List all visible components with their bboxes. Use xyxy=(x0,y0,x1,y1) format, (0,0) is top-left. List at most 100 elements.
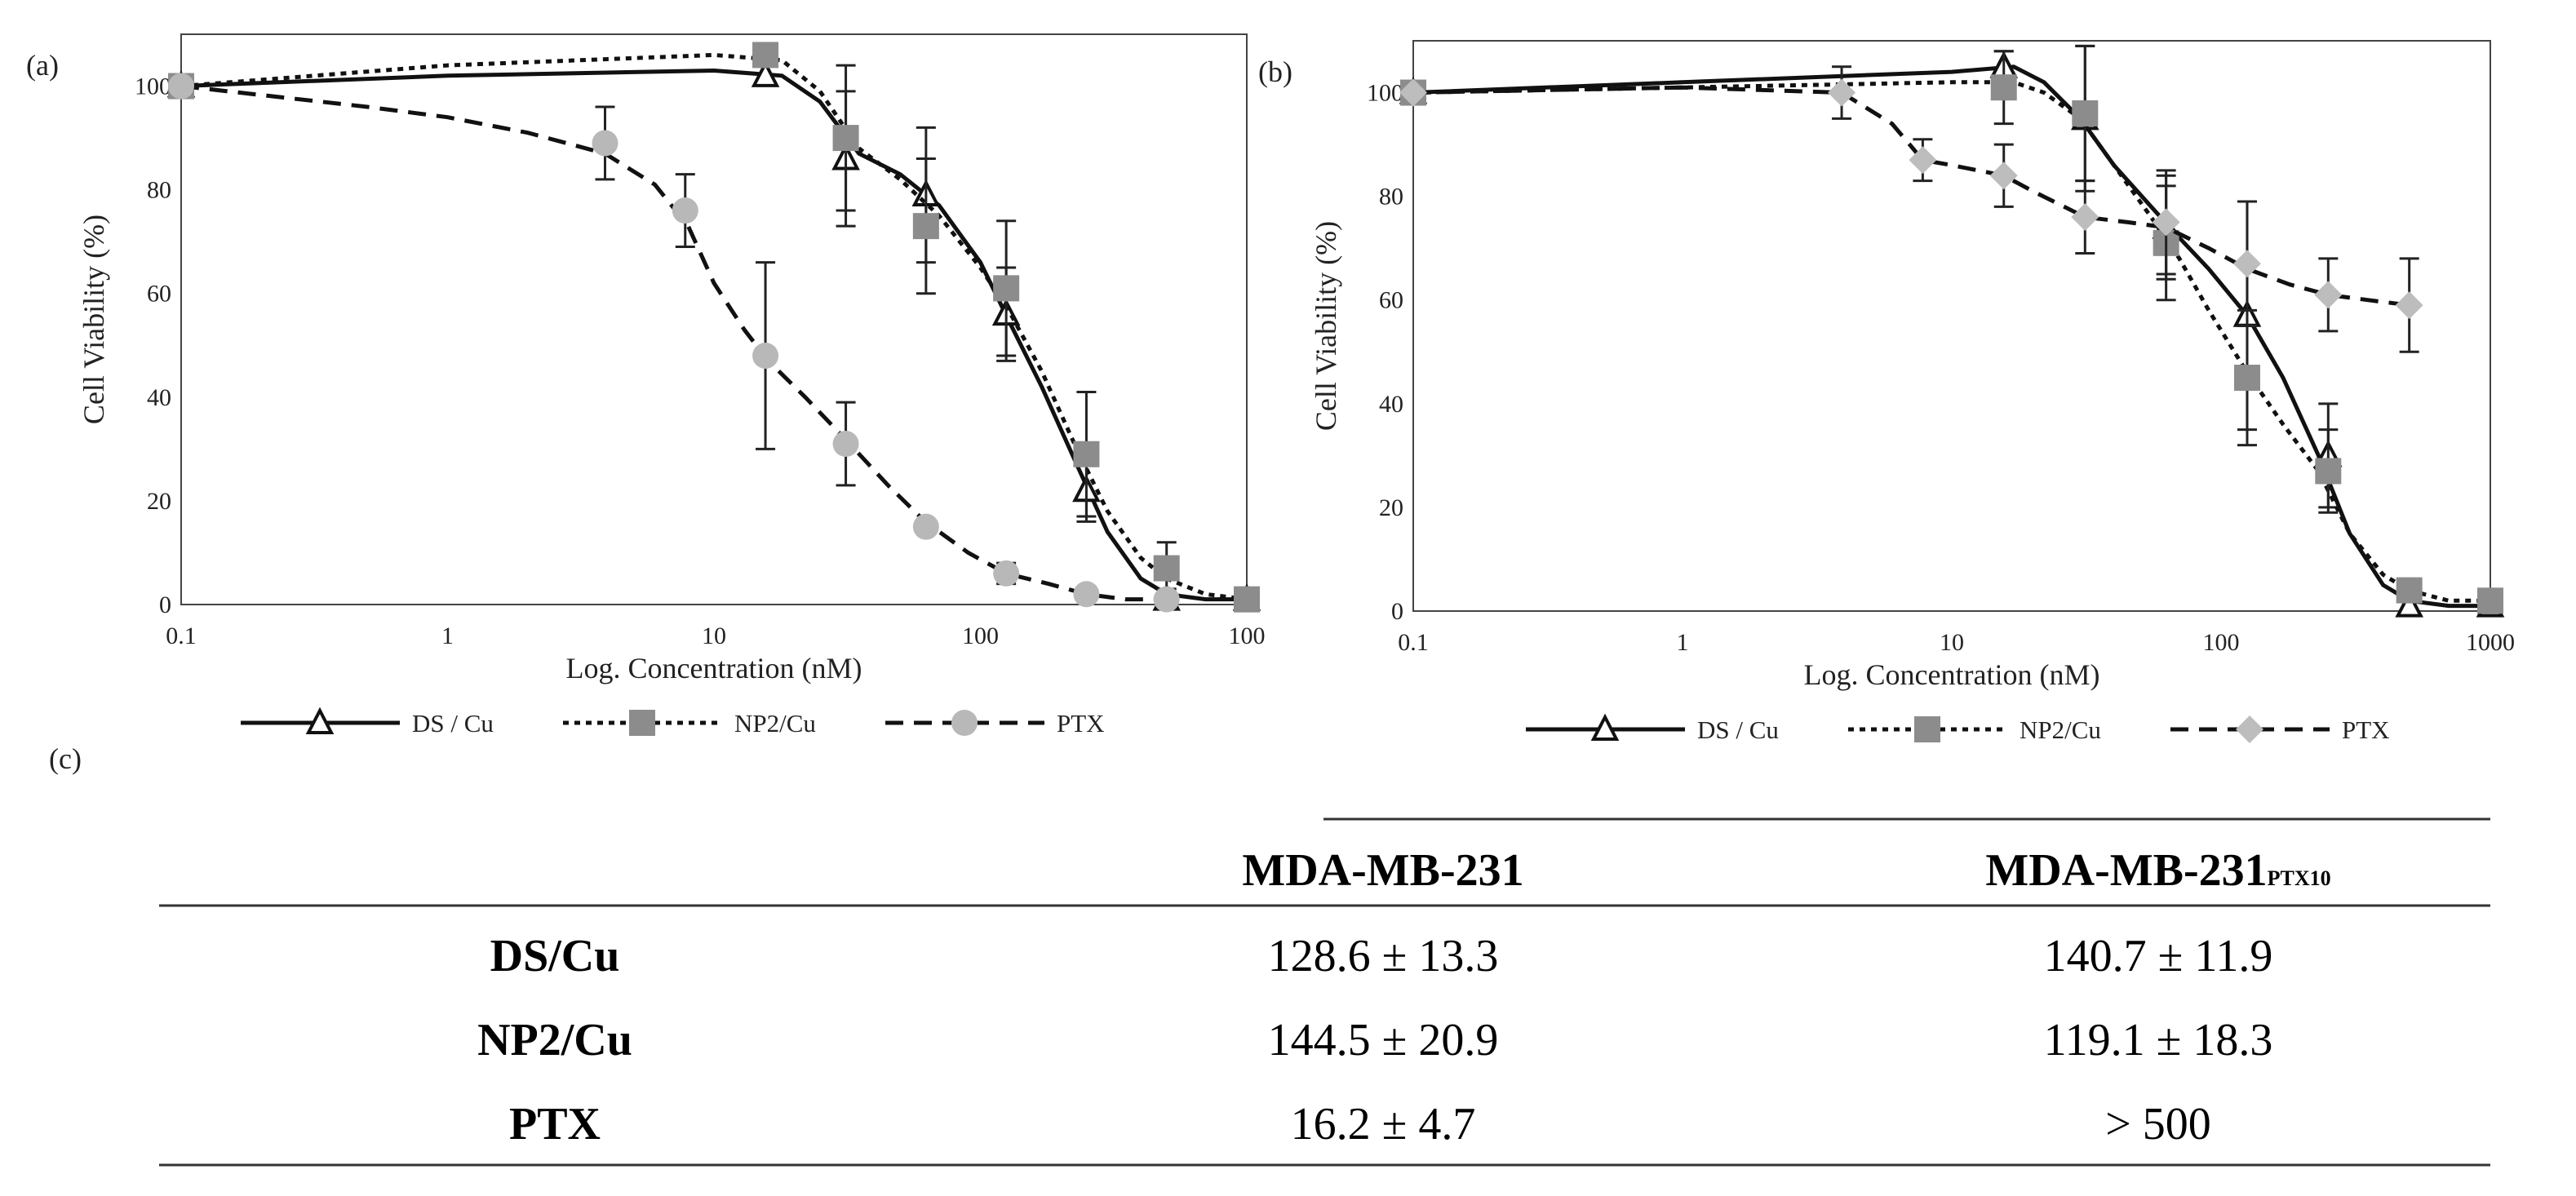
panel-label: (b) xyxy=(1258,55,1292,88)
data-point xyxy=(2477,587,2503,614)
y-tick-label: 100 xyxy=(135,73,171,100)
legend-label: PTX xyxy=(1057,709,1105,738)
legend-marker xyxy=(305,707,335,734)
x-tick-label: 100 xyxy=(2203,629,2240,656)
plot-frame xyxy=(1412,40,2491,612)
data-point xyxy=(1989,162,2018,190)
x-tick-label: 0.1 xyxy=(1398,629,1429,656)
row-label-ds-cu: DS/Cu xyxy=(490,931,620,981)
legend-marker xyxy=(2236,715,2263,743)
data-point xyxy=(592,130,619,157)
data-point xyxy=(1399,78,1427,107)
data-point xyxy=(912,213,939,240)
x-axis-label: Log. Concentration (nM) xyxy=(1804,658,2100,691)
data-point xyxy=(1073,581,1100,608)
legend-label: NP2/Cu xyxy=(2020,715,2101,744)
column-header-mda-mb-231-ptx10: MDA-MB-231PTX10 xyxy=(1985,845,2330,896)
data-point xyxy=(2395,291,2423,320)
x-tick-label: 0.1 xyxy=(166,622,197,649)
data-point xyxy=(672,197,698,224)
column-header-subscript: PTX10 xyxy=(2268,866,2331,890)
series-fit-line xyxy=(1412,64,2490,609)
chart-panel-b: 0 20 40 60 80 100 0.1 1 10 100 1000 Log. Concentrat… xyxy=(1258,40,2515,744)
legend: DS / Cu NP2/Cu PTX xyxy=(1526,713,2390,744)
x-tick-label: 1000 xyxy=(2466,629,2515,656)
plot-frame xyxy=(180,33,1248,605)
cell-np2-cu-ptx10: 119.1 ± 18.3 xyxy=(2044,1015,2273,1065)
data-point xyxy=(752,342,779,369)
series-fit-line xyxy=(180,84,1167,602)
data-point xyxy=(2071,203,2099,232)
data-point xyxy=(832,431,859,458)
legend-marker xyxy=(1914,716,1940,742)
data-point xyxy=(2152,208,2180,237)
cell-ptx-ptx10: > 500 xyxy=(2105,1099,2211,1149)
y-tick-label: 100 xyxy=(1367,80,1403,107)
data-point xyxy=(1153,555,1180,582)
series-fit-line xyxy=(1412,85,2410,308)
series-np2-cu xyxy=(168,42,1260,613)
data-point xyxy=(1073,441,1100,467)
y-axis-label: Cell Viability (%) xyxy=(78,215,110,424)
x-tick-label: 10 xyxy=(702,622,726,649)
series-np2-cu xyxy=(1400,44,2503,614)
y-tick-label: 80 xyxy=(1379,184,1403,210)
x-axis-label: Log. Concentration (nM) xyxy=(566,652,862,684)
table-panel-label: (c) xyxy=(49,742,82,775)
y-tick-label: 40 xyxy=(1379,391,1403,418)
column-header-main: MDA-MB-231 xyxy=(1985,845,2267,896)
data-point xyxy=(2396,577,2423,604)
cell-ds-cu-mda: 128.6 ± 13.3 xyxy=(1268,931,1499,981)
data-point xyxy=(1153,586,1180,613)
data-point xyxy=(1828,78,1856,107)
legend-label: PTX xyxy=(2342,715,2390,744)
row-label-np2-cu: NP2/Cu xyxy=(477,1015,632,1065)
legend-marker xyxy=(629,710,655,736)
x-tick-label: 100 xyxy=(962,622,999,649)
y-tick-label: 80 xyxy=(147,177,171,204)
data-point xyxy=(2395,590,2423,618)
x-tick-label: 1 xyxy=(441,622,454,649)
series-fit-line xyxy=(1412,80,2490,603)
panel-label: (a) xyxy=(26,49,59,82)
x-tick-label: 100 xyxy=(1229,622,1266,649)
series-ptx xyxy=(1399,65,2423,353)
data-point xyxy=(2072,100,2099,126)
legend-label: DS / Cu xyxy=(1697,715,1779,744)
data-point xyxy=(1990,74,2017,101)
ic50-table: (c) MDA-MB-231 MDA-MB-231PTX10 DS/Cu 128… xyxy=(49,742,2490,1167)
legend-marker xyxy=(1590,713,1620,741)
x-tick-label: 10 xyxy=(1940,629,1964,656)
data-point xyxy=(993,560,1020,587)
legend-marker xyxy=(951,710,978,736)
y-axis-label: Cell Viability (%) xyxy=(1310,221,1342,431)
data-point xyxy=(1234,586,1260,613)
data-point xyxy=(168,73,194,100)
legend-label: NP2/Cu xyxy=(734,709,816,738)
y-tick-label: 20 xyxy=(1379,494,1403,521)
legend: DS / Cu NP2/Cu PTX xyxy=(241,707,1105,738)
data-point xyxy=(2315,458,2342,485)
y-tick-label: 60 xyxy=(1379,287,1403,314)
chart-panel-a: 0 20 40 60 80 100 0.1 1 10 100 100 Log. Concentrati… xyxy=(26,33,1266,738)
x-tick-label: 1 xyxy=(1677,629,1689,656)
data-point xyxy=(1909,146,1937,175)
y-tick-label: 20 xyxy=(147,488,171,515)
y-tick-label: 40 xyxy=(147,384,171,411)
data-point xyxy=(751,60,780,87)
data-point xyxy=(2314,281,2343,309)
data-point xyxy=(2232,250,2261,278)
series-ptx xyxy=(168,73,1180,613)
series-ds-cu xyxy=(166,60,1261,611)
series-fit-line xyxy=(180,52,1248,602)
data-point xyxy=(993,275,1020,302)
column-header-mda-mb-231: MDA-MB-231 xyxy=(1242,845,1523,896)
row-label-ptx: PTX xyxy=(509,1099,601,1149)
y-tick-label: 60 xyxy=(147,281,171,308)
data-point xyxy=(912,513,939,540)
cell-np2-cu-mda: 144.5 ± 20.9 xyxy=(1268,1015,1499,1065)
y-tick-label: 0 xyxy=(159,591,171,618)
data-point xyxy=(752,42,779,69)
cell-ds-cu-ptx10: 140.7 ± 11.9 xyxy=(2044,931,2273,981)
